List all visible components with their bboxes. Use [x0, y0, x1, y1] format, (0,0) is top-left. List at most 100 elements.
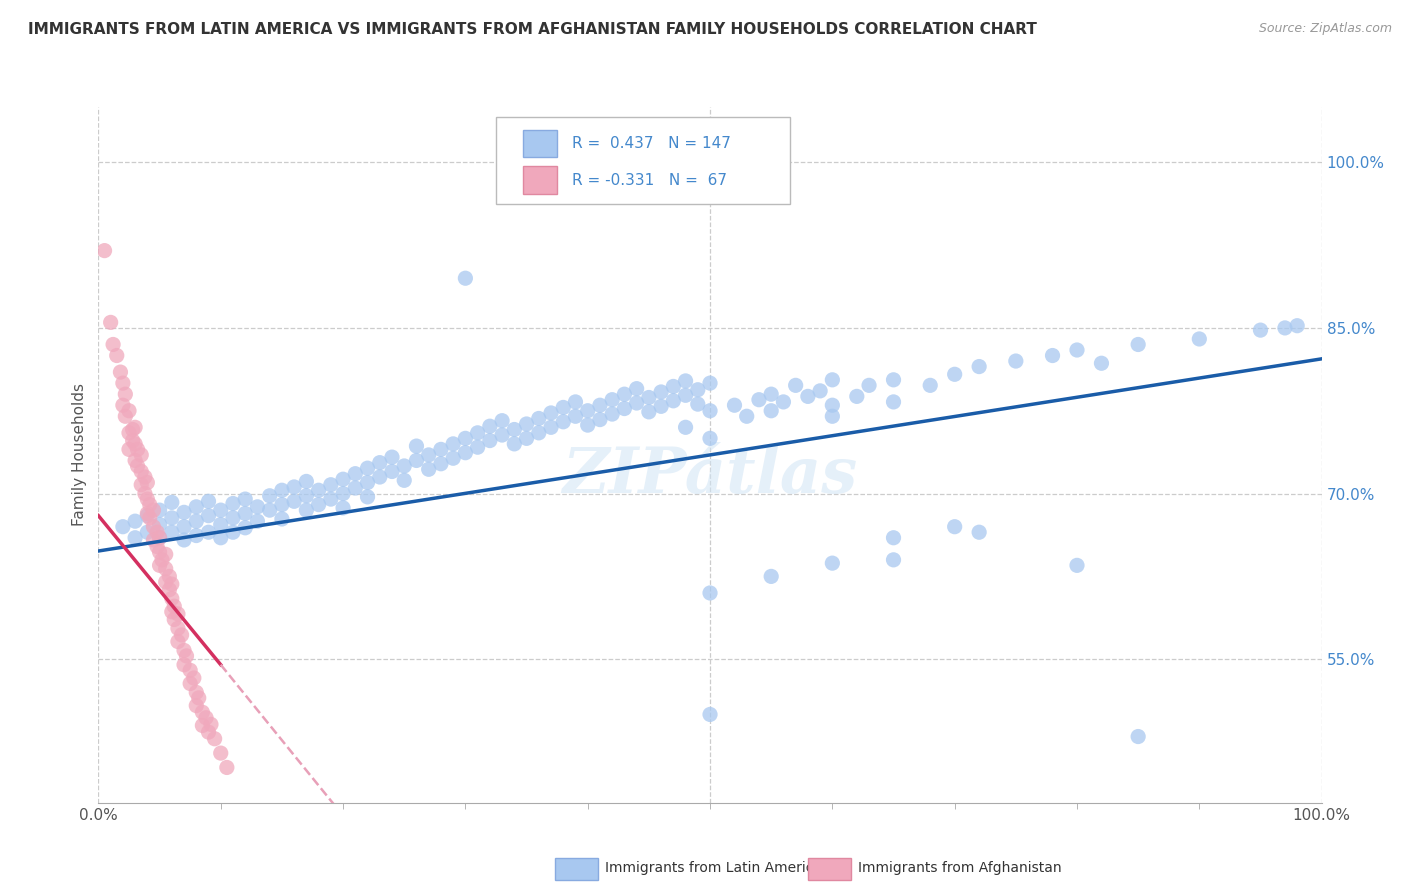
Point — [600, 392, 623, 407]
Point — [699, 431, 721, 445]
Point — [662, 379, 685, 393]
Point — [785, 378, 807, 392]
Point — [478, 419, 501, 434]
Point — [204, 731, 226, 746]
FancyBboxPatch shape — [496, 118, 790, 204]
Point — [129, 448, 152, 462]
Point — [163, 599, 186, 614]
Point — [186, 698, 208, 713]
Point — [233, 521, 256, 535]
Point — [167, 621, 190, 635]
Text: Immigrants from Afghanistan: Immigrants from Afghanistan — [858, 861, 1062, 875]
Point — [179, 663, 201, 677]
Point — [101, 337, 124, 351]
Point — [195, 711, 218, 725]
Point — [686, 397, 709, 411]
Point — [821, 556, 844, 570]
Point — [197, 725, 219, 739]
Point — [295, 503, 318, 517]
Point — [356, 461, 378, 475]
Point — [883, 531, 905, 545]
Point — [821, 373, 844, 387]
Point — [699, 707, 721, 722]
Point — [699, 586, 721, 600]
Point — [233, 507, 256, 521]
Point — [454, 431, 477, 445]
Point — [392, 473, 416, 487]
Point — [259, 503, 281, 517]
Point — [150, 553, 173, 567]
Point — [467, 440, 489, 454]
Y-axis label: Family Households: Family Households — [72, 384, 87, 526]
Point — [761, 387, 783, 401]
Point — [967, 359, 990, 374]
Point — [222, 511, 245, 525]
Point — [167, 607, 190, 621]
Point — [430, 442, 453, 457]
Point — [1274, 321, 1296, 335]
FancyBboxPatch shape — [523, 129, 557, 157]
Point — [478, 434, 501, 448]
FancyBboxPatch shape — [523, 166, 557, 194]
Text: R = -0.331   N =  67: R = -0.331 N = 67 — [572, 172, 727, 187]
Point — [515, 417, 537, 431]
Point — [100, 315, 122, 329]
Point — [139, 498, 162, 512]
Point — [686, 383, 709, 397]
Point — [173, 643, 195, 657]
Point — [136, 492, 159, 507]
Point — [748, 392, 770, 407]
Point — [93, 244, 115, 258]
Point — [157, 569, 180, 583]
Point — [1286, 318, 1309, 333]
Text: Immigrants from Latin America: Immigrants from Latin America — [605, 861, 821, 875]
Point — [111, 376, 134, 391]
Point — [142, 519, 165, 533]
Point — [270, 483, 294, 498]
Point — [675, 374, 697, 388]
Point — [157, 582, 180, 597]
Point — [662, 393, 685, 408]
Point — [1066, 558, 1088, 573]
Point — [283, 480, 305, 494]
Point — [1042, 349, 1064, 363]
Point — [675, 388, 697, 402]
Point — [626, 396, 648, 410]
Text: Source: ZipAtlas.com: Source: ZipAtlas.com — [1258, 22, 1392, 36]
Point — [491, 428, 513, 442]
Point — [491, 414, 513, 428]
Point — [197, 494, 219, 508]
Point — [943, 368, 966, 382]
Point — [405, 453, 427, 467]
Point — [209, 746, 232, 760]
Point — [1004, 354, 1026, 368]
Point — [187, 690, 209, 705]
Point — [1249, 323, 1271, 337]
Point — [368, 470, 391, 484]
Point — [441, 451, 464, 466]
Point — [136, 475, 159, 490]
Point — [160, 511, 183, 525]
Point — [576, 418, 599, 433]
Point — [246, 500, 269, 514]
Point — [467, 425, 489, 440]
Point — [638, 391, 661, 405]
Point — [332, 472, 354, 486]
Point — [136, 508, 159, 523]
Point — [155, 562, 177, 576]
Point — [124, 453, 146, 467]
Point — [405, 439, 427, 453]
Point — [1090, 356, 1112, 370]
Point — [215, 760, 238, 774]
Point — [675, 420, 697, 434]
Point — [191, 705, 214, 719]
Point — [209, 517, 232, 532]
Point — [155, 547, 177, 561]
Point — [129, 465, 152, 479]
Point — [173, 505, 195, 519]
Point — [515, 431, 537, 445]
Point — [723, 398, 745, 412]
Point — [613, 401, 636, 416]
Point — [845, 389, 868, 403]
Point — [246, 514, 269, 528]
